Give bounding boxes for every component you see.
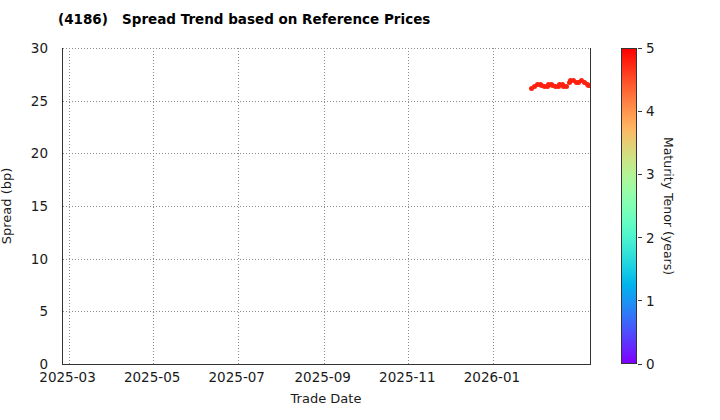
chart-title: (4186) Spread Trend based on Reference P… bbox=[58, 11, 430, 27]
grid-line-y bbox=[63, 153, 590, 154]
grid-line-x bbox=[493, 48, 494, 364]
grid-line-y bbox=[63, 259, 590, 260]
grid-line-x bbox=[238, 48, 239, 364]
scatter-point bbox=[564, 84, 569, 89]
x-tick-label: 2026-01 bbox=[452, 369, 532, 385]
y-tick-label: 10 bbox=[0, 251, 48, 267]
colorbar-tick-mark bbox=[638, 174, 642, 175]
grid-line-y bbox=[63, 311, 590, 312]
grid-line-y bbox=[63, 101, 590, 102]
spread-trend-chart: (4186) Spread Trend based on Reference P… bbox=[0, 0, 720, 420]
colorbar-tick-label: 2 bbox=[646, 230, 655, 246]
colorbar-tick-mark bbox=[638, 364, 642, 365]
colorbar-tick-label: 0 bbox=[646, 356, 655, 372]
grid-line-y bbox=[63, 48, 590, 49]
y-tick-label: 25 bbox=[0, 93, 48, 109]
colorbar bbox=[621, 48, 637, 364]
y-tick-label: 30 bbox=[0, 40, 48, 56]
x-tick-label: 2025-11 bbox=[367, 369, 447, 385]
colorbar-tick-label: 1 bbox=[646, 293, 655, 309]
colorbar-tick-mark bbox=[638, 237, 642, 238]
colorbar-tick-mark bbox=[638, 300, 642, 301]
grid-line-x bbox=[153, 48, 154, 364]
y-tick-label: 5 bbox=[0, 303, 48, 319]
grid-line-x bbox=[408, 48, 409, 364]
grid-line-x bbox=[324, 48, 325, 364]
colorbar-tick-label: 4 bbox=[646, 103, 655, 119]
grid-line-x bbox=[69, 48, 70, 364]
colorbar-tick-mark bbox=[638, 111, 642, 112]
plot-area bbox=[62, 48, 591, 365]
colorbar-tick-mark bbox=[638, 48, 642, 49]
x-tick-label: 2025-09 bbox=[283, 369, 363, 385]
colorbar-label: Maturity Tenor (years) bbox=[660, 136, 676, 276]
y-tick-label: 20 bbox=[0, 145, 48, 161]
x-tick-label: 2025-03 bbox=[28, 369, 108, 385]
x-tick-label: 2025-07 bbox=[197, 369, 277, 385]
y-tick-label: 15 bbox=[0, 198, 48, 214]
scatter-point bbox=[586, 83, 591, 88]
x-axis-label: Trade Date bbox=[284, 391, 368, 406]
colorbar-tick-label: 3 bbox=[646, 166, 655, 182]
x-tick-label: 2025-05 bbox=[112, 369, 192, 385]
grid-line-y bbox=[63, 206, 590, 207]
colorbar-tick-label: 5 bbox=[646, 40, 655, 56]
